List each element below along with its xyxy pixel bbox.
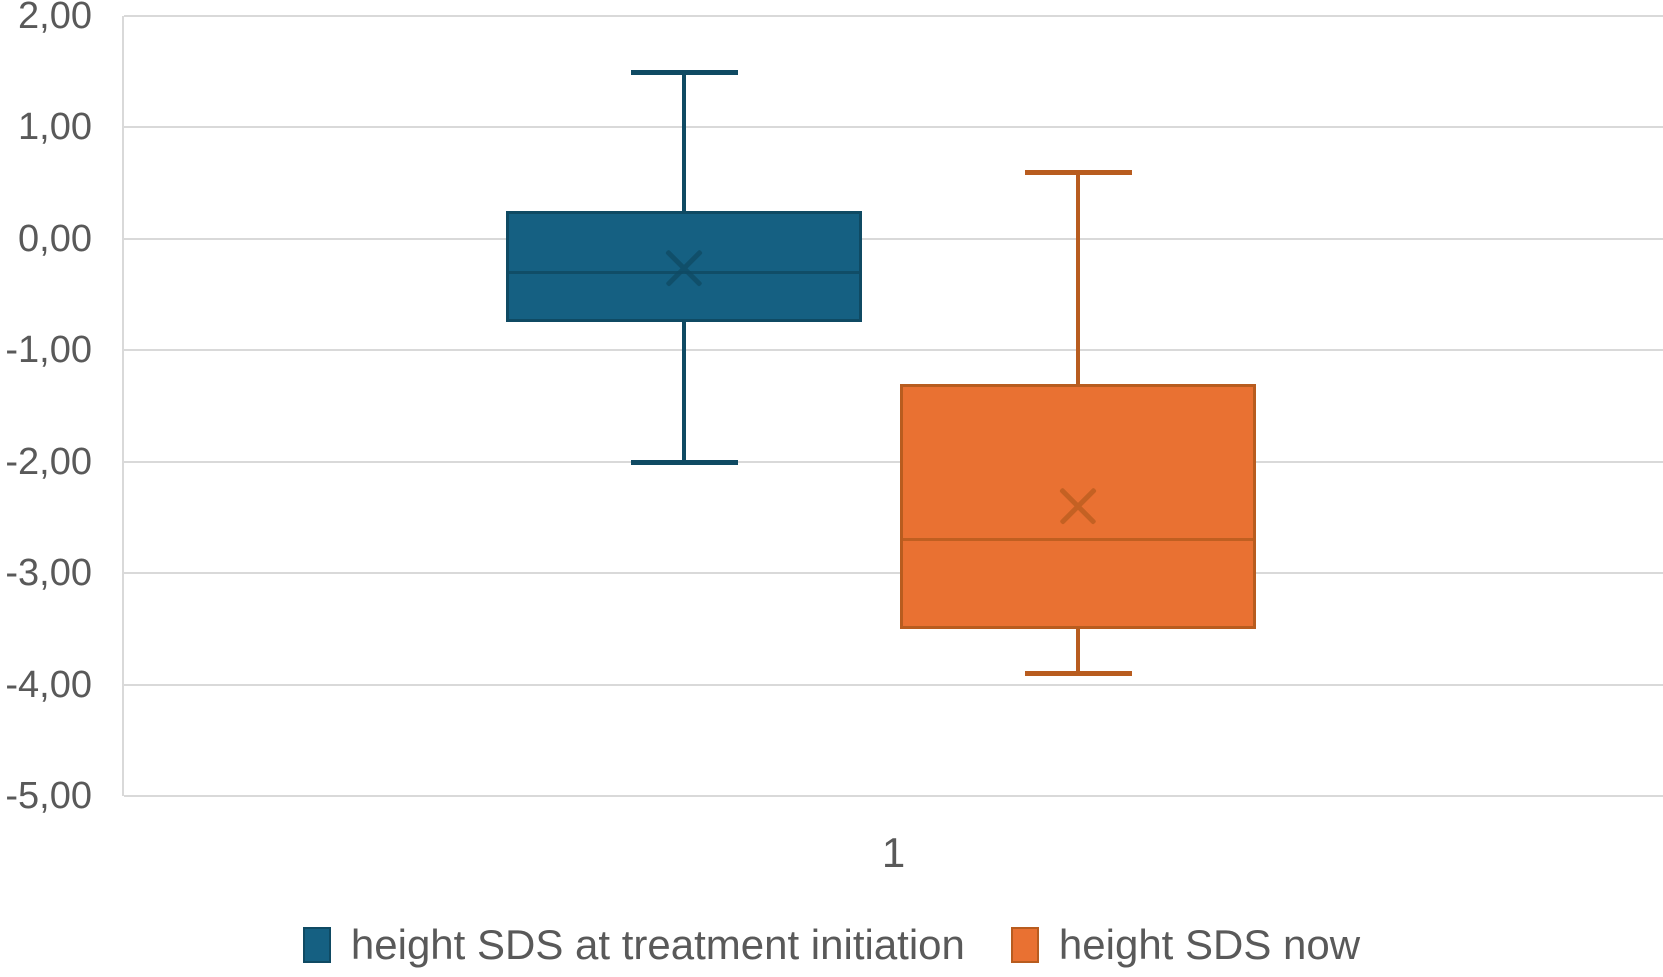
upper-whisker-height-sds-at-treatment-initiation[interactable] — [682, 71, 687, 211]
legend-label-height-sds-now: height SDS now — [1058, 921, 1361, 968]
upper-whisker-cap-height-sds-at-treatment-initiation[interactable] — [630, 69, 738, 75]
gridline--1,00 — [124, 349, 1663, 352]
lower-whisker-cap-height-sds-at-treatment-initiation[interactable] — [630, 459, 738, 465]
gridline--5,00 — [124, 795, 1663, 797]
gridline--2,00 — [124, 460, 1663, 463]
upper-whisker-height-sds-now[interactable] — [1076, 172, 1081, 384]
gridline--4,00 — [124, 683, 1663, 686]
lower-whisker-height-sds-now[interactable] — [1076, 628, 1081, 674]
y-axis-tick-label: -5,00 — [5, 775, 92, 817]
y-axis-line — [122, 16, 124, 796]
y-axis-tick-label: -1,00 — [5, 329, 92, 372]
y-axis-tick-label: -2,00 — [5, 440, 92, 483]
y-axis-tick-label: 2,00 — [18, 0, 92, 37]
legend-swatch-blue — [302, 927, 331, 963]
legend-item-height-sds-now[interactable]: height SDS now — [1010, 921, 1361, 968]
gridline-1,00 — [124, 126, 1663, 129]
y-axis-tick-label: 0,00 — [18, 217, 92, 260]
legend: height SDS at treatment initiation heigh… — [0, 924, 1663, 966]
legend-swatch-orange — [1010, 927, 1039, 963]
gridline-2,00 — [124, 15, 1663, 17]
y-axis-tick-label: -3,00 — [5, 552, 92, 595]
legend-label-height-sds-at-treatment-initiation: height SDS at treatment initiation — [350, 921, 965, 968]
y-axis-tick-label: 1,00 — [18, 106, 92, 149]
x-axis-category-label: 1 — [881, 829, 906, 876]
upper-whisker-cap-height-sds-now[interactable] — [1024, 170, 1132, 175]
mean-marker-height-sds-now[interactable] — [1059, 487, 1097, 525]
mean-marker-height-sds-at-treatment-initiation[interactable] — [665, 249, 703, 287]
legend-item-height-sds-at-treatment-initiation[interactable]: height SDS at treatment initiation — [302, 921, 965, 968]
lower-whisker-height-sds-at-treatment-initiation[interactable] — [682, 322, 687, 462]
y-axis-tick-label: -4,00 — [5, 663, 92, 706]
gridline--3,00 — [124, 572, 1663, 575]
median-line-height-sds-now[interactable] — [903, 538, 1254, 542]
lower-whisker-cap-height-sds-now[interactable] — [1024, 671, 1132, 677]
gridline-0,00 — [124, 237, 1663, 240]
